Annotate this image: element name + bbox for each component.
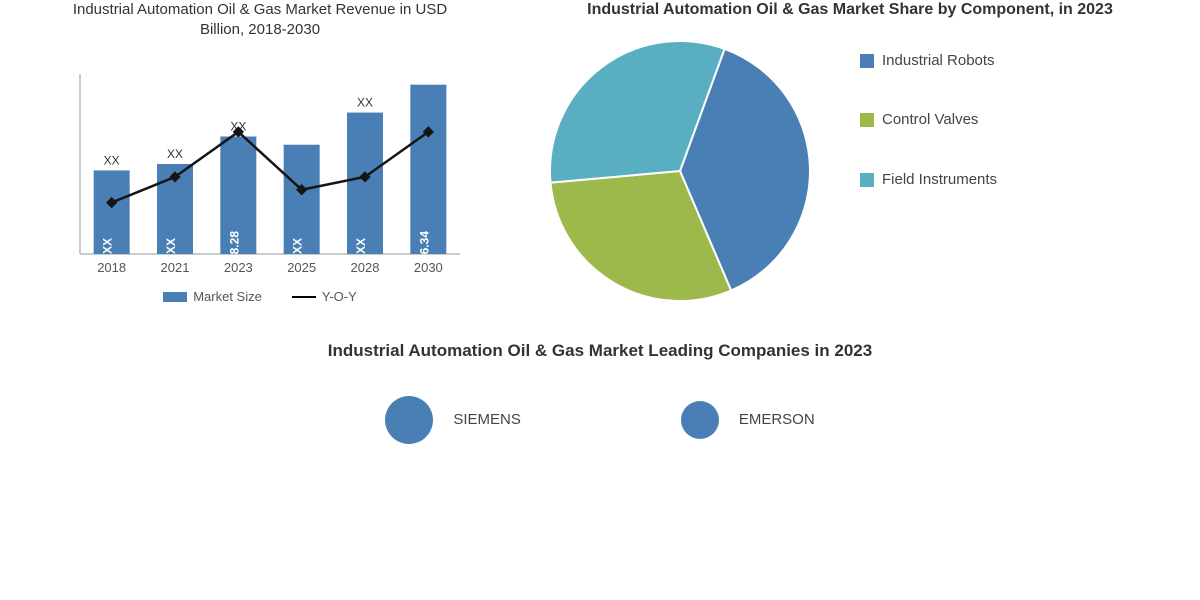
svg-text:18.28: 18.28 [227,231,241,261]
legend-market-size: Market Size [163,289,262,304]
companies-row: SIEMENS EMERSON [0,396,1200,444]
legend-bar-swatch [163,292,187,302]
pie-legend-item: Control Valves [860,110,997,130]
svg-text:XX: XX [104,153,120,167]
companies-panel: Industrial Automation Oil & Gas Market L… [0,341,1200,444]
pie-legend-label: Field Instruments [882,170,997,190]
bar-chart-legend: Market Size Y-O-Y [20,289,500,304]
legend-market-size-label: Market Size [193,289,262,304]
pie-legend-label: Control Valves [882,110,978,130]
pie-legend-item: Industrial Robots [860,51,997,71]
svg-text:2025: 2025 [287,260,316,275]
legend-yoy: Y-O-Y [292,289,357,304]
company-label: SIEMENS [453,411,521,428]
svg-text:2023: 2023 [224,260,253,275]
company-circle-icon [681,401,719,439]
svg-text:XX: XX [354,238,368,254]
company-item: EMERSON [681,396,815,444]
pie-legend-swatch [860,173,874,187]
svg-text:XX: XX [357,96,373,110]
company-circle-icon [385,396,433,444]
pie-legend-label: Industrial Robots [882,51,995,71]
legend-line-swatch [292,296,316,298]
company-item: SIEMENS [385,396,521,444]
pie-chart-legend: Industrial Robots Control Valves Field Ins… [840,31,997,230]
pie-chart-svg [520,31,840,311]
svg-text:2030: 2030 [414,260,443,275]
svg-text:XX: XX [167,147,183,161]
svg-text:XX: XX [101,238,115,254]
svg-text:2028: 2028 [351,260,380,275]
bar-chart-title: Industrial Automation Oil & Gas Market R… [20,0,500,39]
pie-legend-swatch [860,54,874,68]
svg-text:XX: XX [164,238,178,254]
svg-text:2018: 2018 [97,260,126,275]
pie-legend-swatch [860,113,874,127]
bar-chart-svg: XXXX2018XXXX202118.28XX2023XX2025XXXX202… [50,44,470,284]
company-label: EMERSON [739,411,815,428]
companies-title: Industrial Automation Oil & Gas Market L… [0,341,1200,361]
pie-chart-panel: Industrial Automation Oil & Gas Market S… [500,0,1180,311]
svg-text:26.34: 26.34 [417,231,431,261]
legend-yoy-label: Y-O-Y [322,289,357,304]
svg-text:2021: 2021 [161,260,190,275]
pie-chart-title: Industrial Automation Oil & Gas Market S… [520,0,1180,31]
pie-legend-item: Field Instruments [860,170,997,190]
svg-text:XX: XX [291,238,305,254]
bar-chart-panel: Industrial Automation Oil & Gas Market R… [20,0,500,311]
